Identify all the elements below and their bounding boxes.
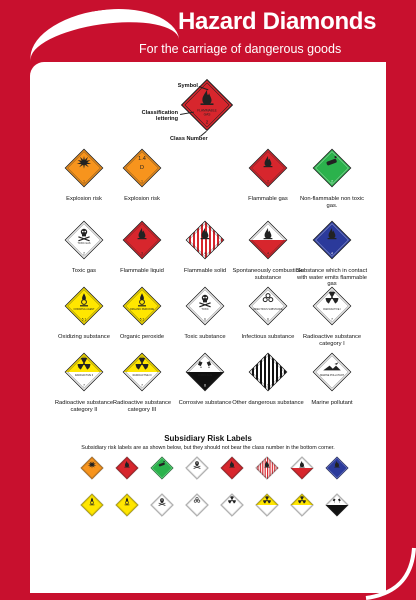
hazard-caption: Oxidizing substance [58,334,110,340]
hazard-diamond: RADIOACTIVE II 7 [64,352,104,392]
svg-text:2: 2 [331,179,333,183]
subsidiary-diamond [255,456,279,480]
svg-text:1.4: 1.4 [138,156,146,162]
svg-text:RADIOACTIVE III: RADIOACTIVE III [133,374,152,377]
svg-text:7: 7 [331,317,333,321]
svg-text:4: 4 [267,251,269,255]
hazard-diamond: 9 [248,352,288,392]
svg-text:FLAMMABLE: FLAMMABLE [197,108,217,112]
svg-text:6: 6 [204,317,206,321]
svg-text:9: 9 [267,383,269,387]
svg-text:4: 4 [204,251,206,255]
hazard-caption: Other dangerous substance [232,400,304,406]
hazard-diamond: INFECTIOUS SUBSTANCE 6 [248,286,288,326]
svg-text:4: 4 [331,251,333,255]
subsidiary-diamond [150,493,174,517]
hazard-diamond: TOXIC 6 [185,286,225,326]
svg-text:INFECTIOUS SUBSTANCE: INFECTIOUS SUBSTANCE [253,308,283,311]
hazard-caption: Substance which in contact with water em… [296,268,368,288]
svg-text:MARINE POLLUTANT: MARINE POLLUTANT [320,374,344,377]
subsidiary-diamond [115,493,139,517]
callout-symbol: Symbol [177,83,198,89]
subsidiary-diamond [220,493,244,517]
hazard-diamond: ORGANIC PEROXIDE 5.2 [122,286,162,326]
svg-text:OXIDIZING AGENT: OXIDIZING AGENT [74,308,96,311]
hazard-caption: Non-flammable non toxic gas. [299,196,365,209]
svg-text:8: 8 [204,383,206,387]
subsidiary-diamond [290,493,314,517]
subsidiary-diamond [325,493,349,517]
hazard-diamond: 2 [312,148,352,188]
svg-text:TOXIC GAS: TOXIC GAS [78,242,91,245]
subsidiary-description: Subsidiary risk labels are as shown belo… [81,445,335,451]
hazard-caption: Radioactive substance category III [112,400,172,413]
hazard-caption: Toxic substance [184,334,226,340]
anatomy-diamond: FLAMMABLE GAS 2 [180,78,234,132]
subsidiary-diamond [80,456,104,480]
hazard-caption: Spontaneously combustible substance [232,268,304,281]
svg-text:CORROSIVE: CORROSIVE [198,374,213,377]
hazard-caption: Flammable solid [183,268,227,274]
hazard-caption: Organic peroxide [119,334,165,340]
svg-text:5.2: 5.2 [140,317,145,321]
subsidiary-diamond [80,493,104,517]
callout-class-number: Class Number [170,136,208,142]
subsidiary-diamond [325,456,349,480]
svg-text:6: 6 [267,317,269,321]
svg-text:ORGANIC PEROXIDE: ORGANIC PEROXIDE [130,308,155,311]
hazard-diamond: 2 [248,148,288,188]
hazard-diamond: MARINE POLLUTANT [312,352,352,392]
hazard-caption: Radioactive substance category I [302,334,362,347]
hazard-diamond: RADIOACTIVE III 7 [122,352,162,392]
svg-text:7: 7 [141,383,143,387]
hazard-caption: Corrosive substance [178,400,232,406]
hazard-caption: Flammable gas [248,196,288,202]
hazard-diamond: TOXIC GAS 2 [64,220,104,260]
svg-text:TOXIC: TOXIC [201,308,209,311]
hazard-caption: Explosion risk [66,196,102,202]
svg-text:5.1: 5.1 [82,317,87,321]
corner-swoosh [365,547,416,600]
svg-text:2: 2 [206,119,209,125]
hazard-caption: Toxic gas [71,268,97,274]
svg-text:7: 7 [83,383,85,387]
callout-lettering: Classification lettering [141,110,178,123]
svg-text:3: 3 [141,251,143,255]
subsidiary-title: Subsidiary Risk Labels [164,434,252,443]
svg-text:2: 2 [267,179,269,183]
hazard-diamond: 3 [122,220,162,260]
subsidiary-diamond [290,456,314,480]
hazard-diamond: 1 [64,148,104,188]
hazard-diamond: 4 [312,220,352,260]
svg-text:1: 1 [141,179,143,183]
svg-text:GAS: GAS [204,112,212,116]
subsidiary-diamond [220,456,244,480]
subsidiary-diamond [150,456,174,480]
page-subtitle: For the carriage of dangerous goods [139,42,342,56]
svg-text:2: 2 [83,251,85,255]
svg-text:1: 1 [83,179,85,183]
hazard-caption: Marine pollutant [311,400,353,406]
hazard-caption: Radioactive substance category II [54,400,114,413]
page-title: Hazard Diamonds [178,8,377,35]
subsidiary-diamond [255,493,279,517]
svg-text:RADIOACTIVE II: RADIOACTIVE II [75,374,94,377]
subsidiary-diamond [185,456,209,480]
hazard-diamond: CORROSIVE 8 [185,352,225,392]
subsidiary-diamond [185,493,209,517]
hazard-diamond: OXIDIZING AGENT 5.1 [64,286,104,326]
subsidiary-diamond [115,456,139,480]
hazard-diamond: RADIOACTIVE I 7 [312,286,352,326]
hazard-caption: Flammable liquid [120,268,164,274]
hazard-diamond: 1.4 D 1 [122,148,162,188]
hazard-caption: Explosion risk [124,196,160,202]
hazard-diamond: 4 [185,220,225,260]
svg-text:RADIOACTIVE I: RADIOACTIVE I [323,308,341,311]
hazard-diamond: 4 [248,220,288,260]
svg-text:D: D [140,165,144,171]
hazard-caption: Infectious substance [241,334,295,340]
